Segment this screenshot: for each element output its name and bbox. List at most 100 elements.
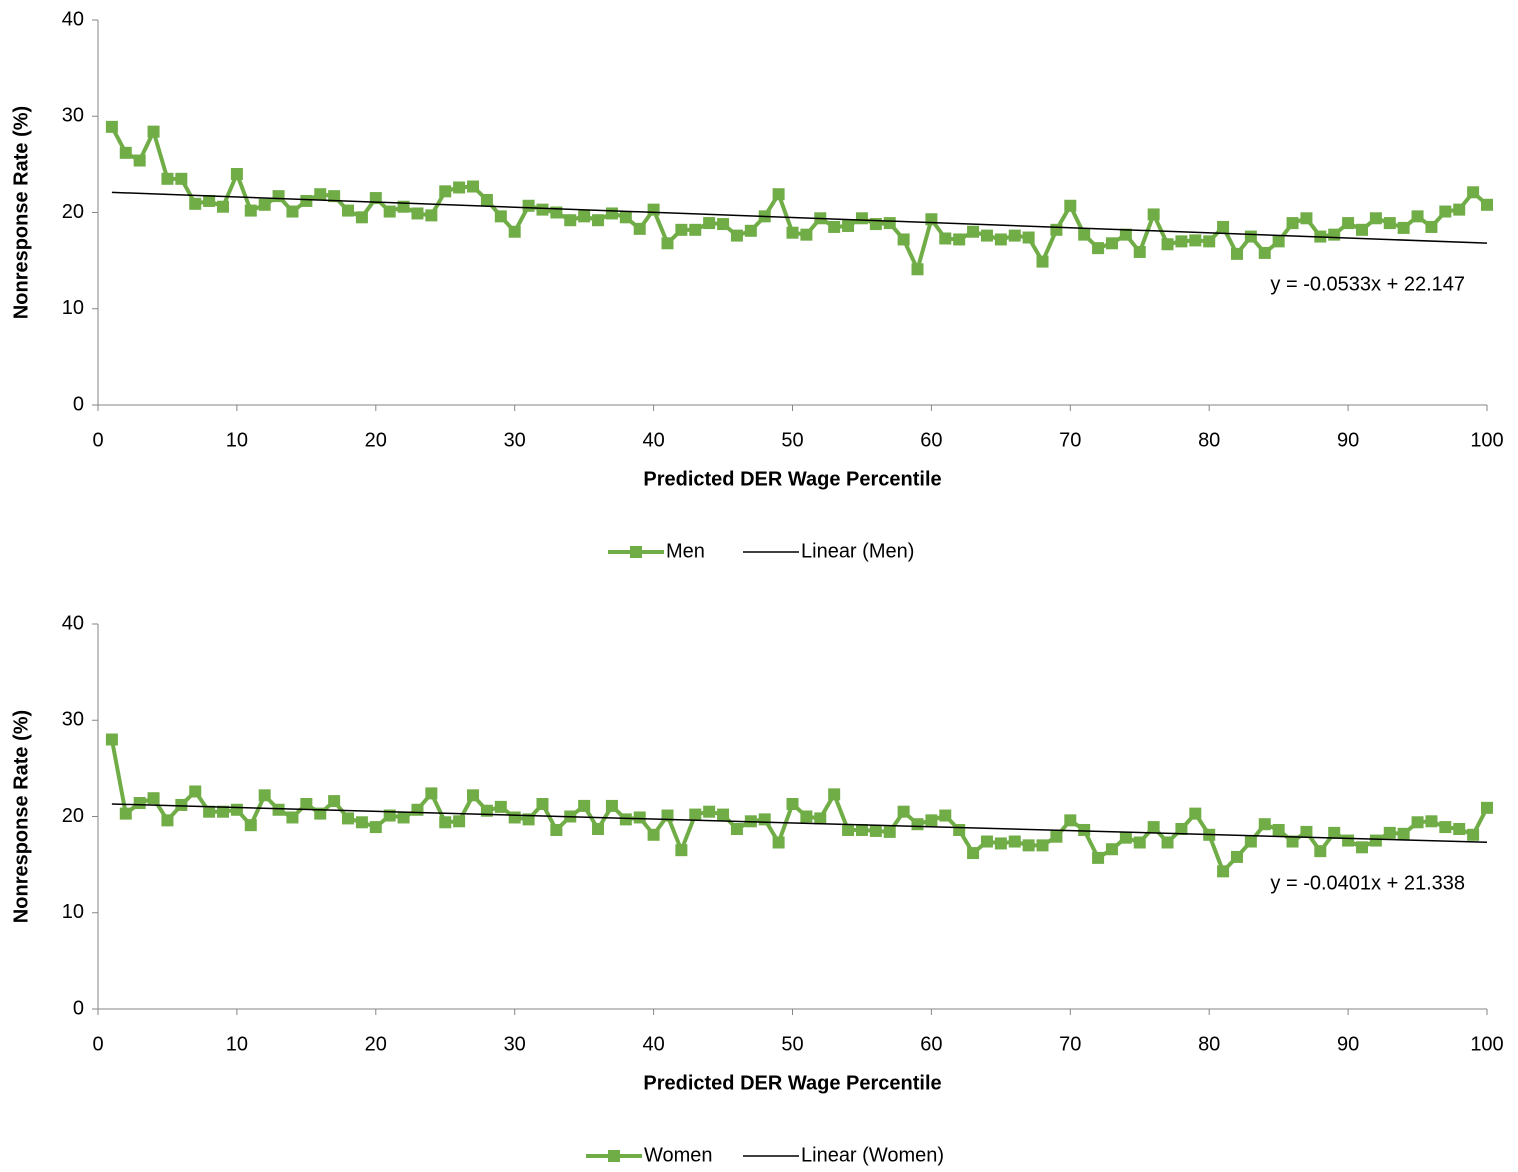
data-marker	[1272, 235, 1285, 248]
trendline	[111, 191, 1488, 244]
y-axis-title: Nonresponse Rate (%)	[10, 710, 32, 923]
data-marker	[1008, 835, 1021, 848]
y-tick-label: 30	[62, 709, 84, 731]
data-marker	[369, 821, 382, 834]
data-marker	[1397, 221, 1410, 234]
data-marker	[522, 199, 535, 212]
data-marker	[1064, 814, 1077, 827]
data-marker	[564, 214, 577, 227]
data-marker	[828, 788, 841, 801]
x-tick-label: 40	[642, 1033, 664, 1055]
data-marker	[1244, 230, 1257, 243]
data-marker	[467, 789, 480, 802]
data-marker	[1203, 235, 1216, 248]
data-marker	[1286, 835, 1299, 848]
data-marker	[1383, 826, 1396, 839]
data-marker	[328, 795, 341, 808]
data-marker	[1328, 228, 1341, 241]
data-marker	[1050, 223, 1063, 236]
data-marker	[675, 844, 688, 857]
data-marker	[1036, 839, 1049, 852]
data-marker	[1342, 834, 1355, 847]
data-marker	[439, 816, 452, 829]
data-marker	[911, 818, 924, 831]
data-marker	[1369, 834, 1382, 847]
data-marker	[1425, 815, 1438, 828]
data-marker	[730, 823, 743, 836]
y-tick-label: 0	[73, 997, 84, 1019]
x-tick-label: 60	[920, 1033, 942, 1055]
data-marker	[217, 200, 230, 213]
data-marker	[855, 212, 868, 225]
data-marker	[536, 203, 549, 216]
data-marker	[661, 237, 674, 250]
x-tick-label: 0	[92, 1033, 103, 1055]
data-marker	[494, 210, 507, 223]
data-marker	[439, 185, 452, 198]
data-marker	[1342, 217, 1355, 230]
data-marker	[1397, 827, 1410, 840]
data-marker	[703, 217, 716, 230]
data-marker	[1258, 246, 1271, 259]
data-marker	[286, 811, 299, 824]
legend-label: Women	[644, 1144, 713, 1166]
data-marker	[425, 787, 438, 800]
data-marker	[1147, 208, 1160, 221]
data-marker	[647, 828, 660, 841]
data-marker	[980, 229, 993, 242]
data-marker	[828, 220, 841, 233]
legend: Women Linear (Women)	[586, 1144, 944, 1166]
y-tick-label: 20	[62, 805, 84, 827]
data-marker	[1314, 845, 1327, 858]
data-marker	[230, 168, 243, 180]
data-marker	[744, 224, 757, 237]
x-axis-title: Predicted DER Wage Percentile	[643, 468, 941, 490]
data-marker	[730, 229, 743, 242]
data-marker	[1369, 212, 1382, 225]
x-tick-label: 80	[1198, 429, 1220, 451]
y-tick-label: 30	[62, 105, 84, 127]
data-marker	[1439, 205, 1452, 218]
data-marker	[578, 210, 591, 223]
data-marker	[1453, 823, 1466, 836]
data-marker	[328, 190, 341, 203]
legend-label: Linear (Men)	[801, 540, 914, 562]
data-marker	[1133, 836, 1146, 849]
y-tick-label: 10	[62, 297, 84, 319]
x-tick-label: 30	[504, 429, 526, 451]
data-marker	[1439, 821, 1452, 834]
data-marker	[397, 811, 410, 824]
x-tick-label: 100	[1470, 429, 1503, 451]
data-marker	[175, 172, 188, 185]
data-marker	[772, 836, 785, 849]
data-marker	[272, 803, 285, 816]
data-marker	[647, 203, 660, 216]
data-marker	[675, 223, 688, 236]
data-marker	[1286, 217, 1299, 230]
x-tick-label: 30	[504, 1033, 526, 1055]
data-marker	[1217, 865, 1230, 878]
data-marker	[1467, 828, 1480, 841]
chart: 0 10 20 30 40 0 10 20 30 40 50 60 70 80 90 100 Predicted…	[10, 8, 1503, 562]
data-marker	[1161, 238, 1174, 251]
data-marker	[689, 223, 702, 236]
x-tick-label: 40	[642, 429, 664, 451]
data-marker	[772, 188, 785, 201]
data-marker	[1175, 823, 1188, 836]
data-marker	[925, 814, 938, 827]
chart: 0 10 20 30 40 0 10 20 30 40 50 60 70 80 90 100 Predicted…	[10, 612, 1503, 1166]
data-marker	[508, 225, 521, 238]
data-marker	[1189, 234, 1202, 247]
trendline	[111, 803, 1488, 843]
data-marker	[605, 799, 618, 812]
data-marker	[994, 233, 1007, 246]
x-tick-label: 70	[1059, 429, 1081, 451]
data-marker	[425, 209, 438, 222]
trend-equation: y = -0.0401x + 21.338	[1270, 872, 1465, 894]
data-marker	[619, 813, 632, 826]
data-marker	[1036, 255, 1049, 268]
data-marker	[786, 226, 799, 239]
data-marker	[1383, 217, 1396, 230]
data-marker	[1119, 228, 1132, 241]
